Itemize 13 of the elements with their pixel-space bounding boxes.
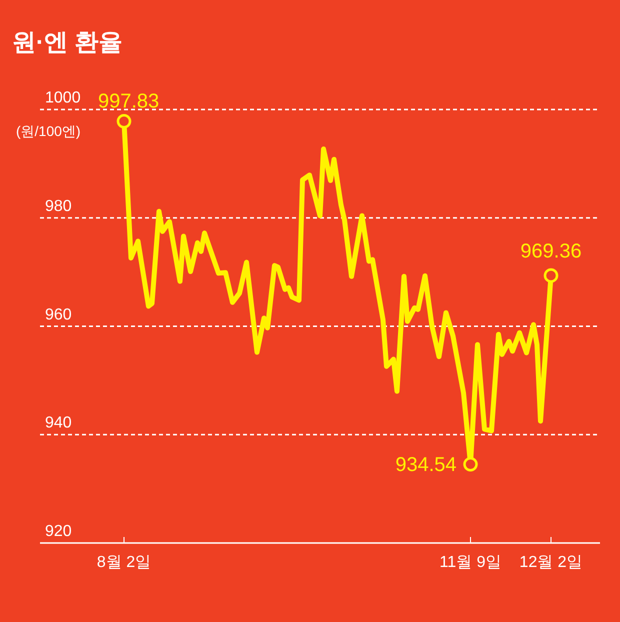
y-tick-label: 940 (45, 414, 72, 432)
y-tick-label: 960 (45, 306, 72, 324)
x-tick-label: 8월 2일 (96, 554, 152, 571)
annotation: 997.83 (98, 90, 160, 112)
y-tick-label: 920 (45, 523, 72, 540)
chart-title: 원·엔 환율 (12, 29, 123, 56)
x-tick-label: 12월 2일 (519, 554, 583, 571)
x-tick-label: 11월 9일 (440, 554, 502, 571)
y-tick-label: 1000 (45, 90, 81, 106)
y-tick-label: 980 (45, 198, 72, 215)
annotation: 934.54 (395, 454, 456, 476)
y-axis-title: (원/100엔) (16, 123, 81, 139)
annotation: 969.36 (520, 240, 582, 263)
